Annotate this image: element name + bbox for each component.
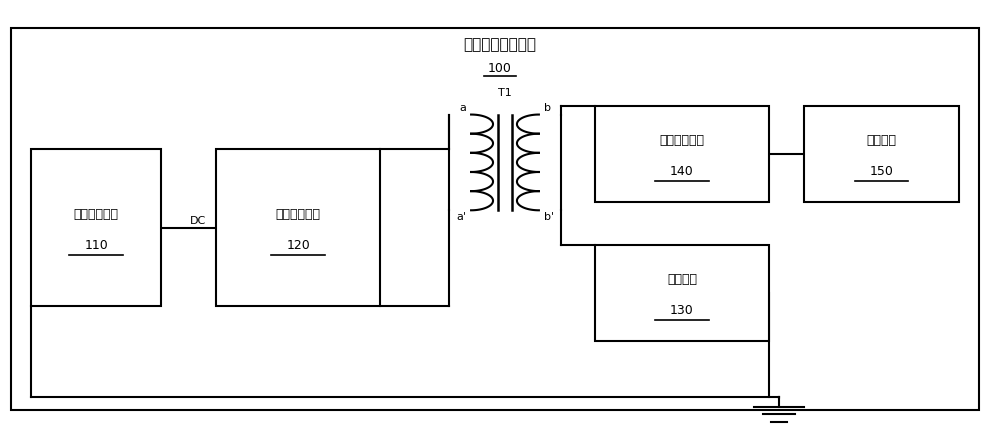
Text: 110: 110 <box>84 239 108 251</box>
Text: 低频电场发生装置: 低频电场发生装置 <box>464 37 536 53</box>
Bar <box>31 149 161 306</box>
Text: 保护模块: 保护模块 <box>667 273 697 286</box>
Bar <box>216 149 380 306</box>
Text: T1: T1 <box>498 88 512 98</box>
Text: 输出控制模块: 输出控制模块 <box>659 134 704 147</box>
Text: 直流电源模块: 直流电源模块 <box>74 208 119 221</box>
Text: 100: 100 <box>488 62 512 75</box>
Text: a: a <box>459 103 466 113</box>
Text: a': a' <box>456 212 466 222</box>
Text: 放电模块: 放电模块 <box>866 134 896 147</box>
Text: b': b' <box>544 212 554 222</box>
Bar <box>804 106 959 201</box>
Bar <box>595 245 769 341</box>
Text: 140: 140 <box>670 165 694 178</box>
Bar <box>11 28 979 410</box>
Text: 150: 150 <box>870 165 893 178</box>
Text: 130: 130 <box>670 304 694 317</box>
Text: 输入控制模块: 输入控制模块 <box>276 208 321 221</box>
Bar <box>595 106 769 201</box>
Text: 120: 120 <box>286 239 310 251</box>
Text: b: b <box>544 103 551 113</box>
Text: DC: DC <box>190 216 206 226</box>
